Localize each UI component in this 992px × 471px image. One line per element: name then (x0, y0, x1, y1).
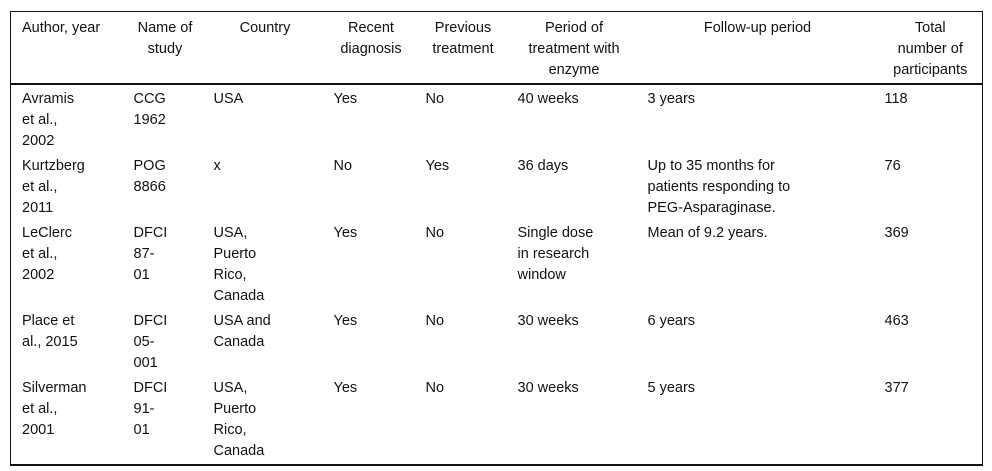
col-header-enzyme-period: Period of treatment with enzyme (528, 20, 620, 78)
cell-country: USA, Puerto Rico, Canada (213, 379, 265, 459)
cell-author-year: Place et al., 2015 (22, 312, 78, 350)
cell-enzyme-period: Single dose in research window (517, 224, 594, 283)
cell-followup-period: 3 years (647, 90, 696, 107)
studies-table: Author, year Name of study Country Recen… (10, 11, 983, 466)
cell-total-participants: 118 (884, 90, 908, 107)
cell-recent-diagnosis: Yes (333, 379, 358, 396)
table-row: Avramis et al., 2002 CCG 1962 USA Yes No… (11, 84, 983, 152)
cell-followup-period: 6 years (647, 312, 696, 329)
col-header-recent-diagnosis: Recent diagnosis (340, 20, 402, 57)
cell-followup-period: Mean of 9.2 years. (647, 224, 768, 241)
cell-previous-treatment: No (425, 90, 445, 107)
cell-country: USA and Canada (213, 312, 271, 350)
col-header-study-name: Name of study (137, 20, 193, 57)
cell-country: USA (213, 90, 244, 107)
cell-enzyme-period: 30 weeks (517, 379, 579, 396)
col-header-followup-period: Follow-up period (703, 20, 812, 36)
table-row: Kurtzberg et al., 2011 POG 8866 x No Yes… (11, 152, 983, 219)
cell-country: x (213, 157, 221, 174)
cell-study-name: DFCI 87- 01 (133, 224, 168, 283)
table-row: LeClerc et al., 2002 DFCI 87- 01 USA, Pu… (11, 219, 983, 307)
cell-author-year: Silverman et al., 2001 (22, 379, 87, 438)
cell-followup-period: Up to 35 months for patients responding … (647, 157, 791, 216)
cell-previous-treatment: No (425, 379, 445, 396)
cell-previous-treatment: Yes (425, 157, 450, 174)
cell-enzyme-period: 36 days (517, 157, 569, 174)
col-header-previous-treatment: Previous treatment (432, 20, 494, 57)
cell-recent-diagnosis: Yes (333, 90, 358, 107)
table-row: Place et al., 2015 DFCI 05- 001 USA and … (11, 307, 983, 374)
cell-author-year: LeClerc et al., 2002 (22, 224, 72, 283)
header-row: Author, year Name of study Country Recen… (10, 12, 983, 84)
col-header-country: Country (239, 20, 291, 36)
cell-followup-period: 5 years (647, 379, 696, 396)
cell-recent-diagnosis: No (333, 157, 353, 174)
col-header-author-year: Author, year (22, 20, 101, 36)
cell-total-participants: 76 (884, 157, 901, 174)
cell-study-name: DFCI 91- 01 (133, 379, 168, 438)
cell-previous-treatment: No (425, 312, 445, 329)
cell-previous-treatment: No (425, 224, 445, 241)
cell-total-participants: 369 (884, 224, 909, 241)
cell-study-name: CCG 1962 (133, 90, 166, 128)
cell-author-year: Kurtzberg et al., 2011 (22, 157, 85, 216)
cell-study-name: DFCI 05- 001 (133, 312, 168, 371)
cell-total-participants: 463 (884, 312, 909, 329)
cell-country: USA, Puerto Rico, Canada (213, 224, 265, 304)
cell-total-participants: 377 (884, 379, 909, 396)
col-header-total-participants: Total number of participants (893, 20, 968, 78)
cell-study-name: POG 8866 (133, 157, 166, 195)
cell-recent-diagnosis: Yes (333, 224, 358, 241)
cell-enzyme-period: 30 weeks (517, 312, 579, 329)
cell-recent-diagnosis: Yes (333, 312, 358, 329)
cell-enzyme-period: 40 weeks (517, 90, 579, 107)
table-row: Silverman et al., 2001 DFCI 91- 01 USA, … (11, 374, 983, 465)
cell-author-year: Avramis et al., 2002 (22, 90, 75, 149)
